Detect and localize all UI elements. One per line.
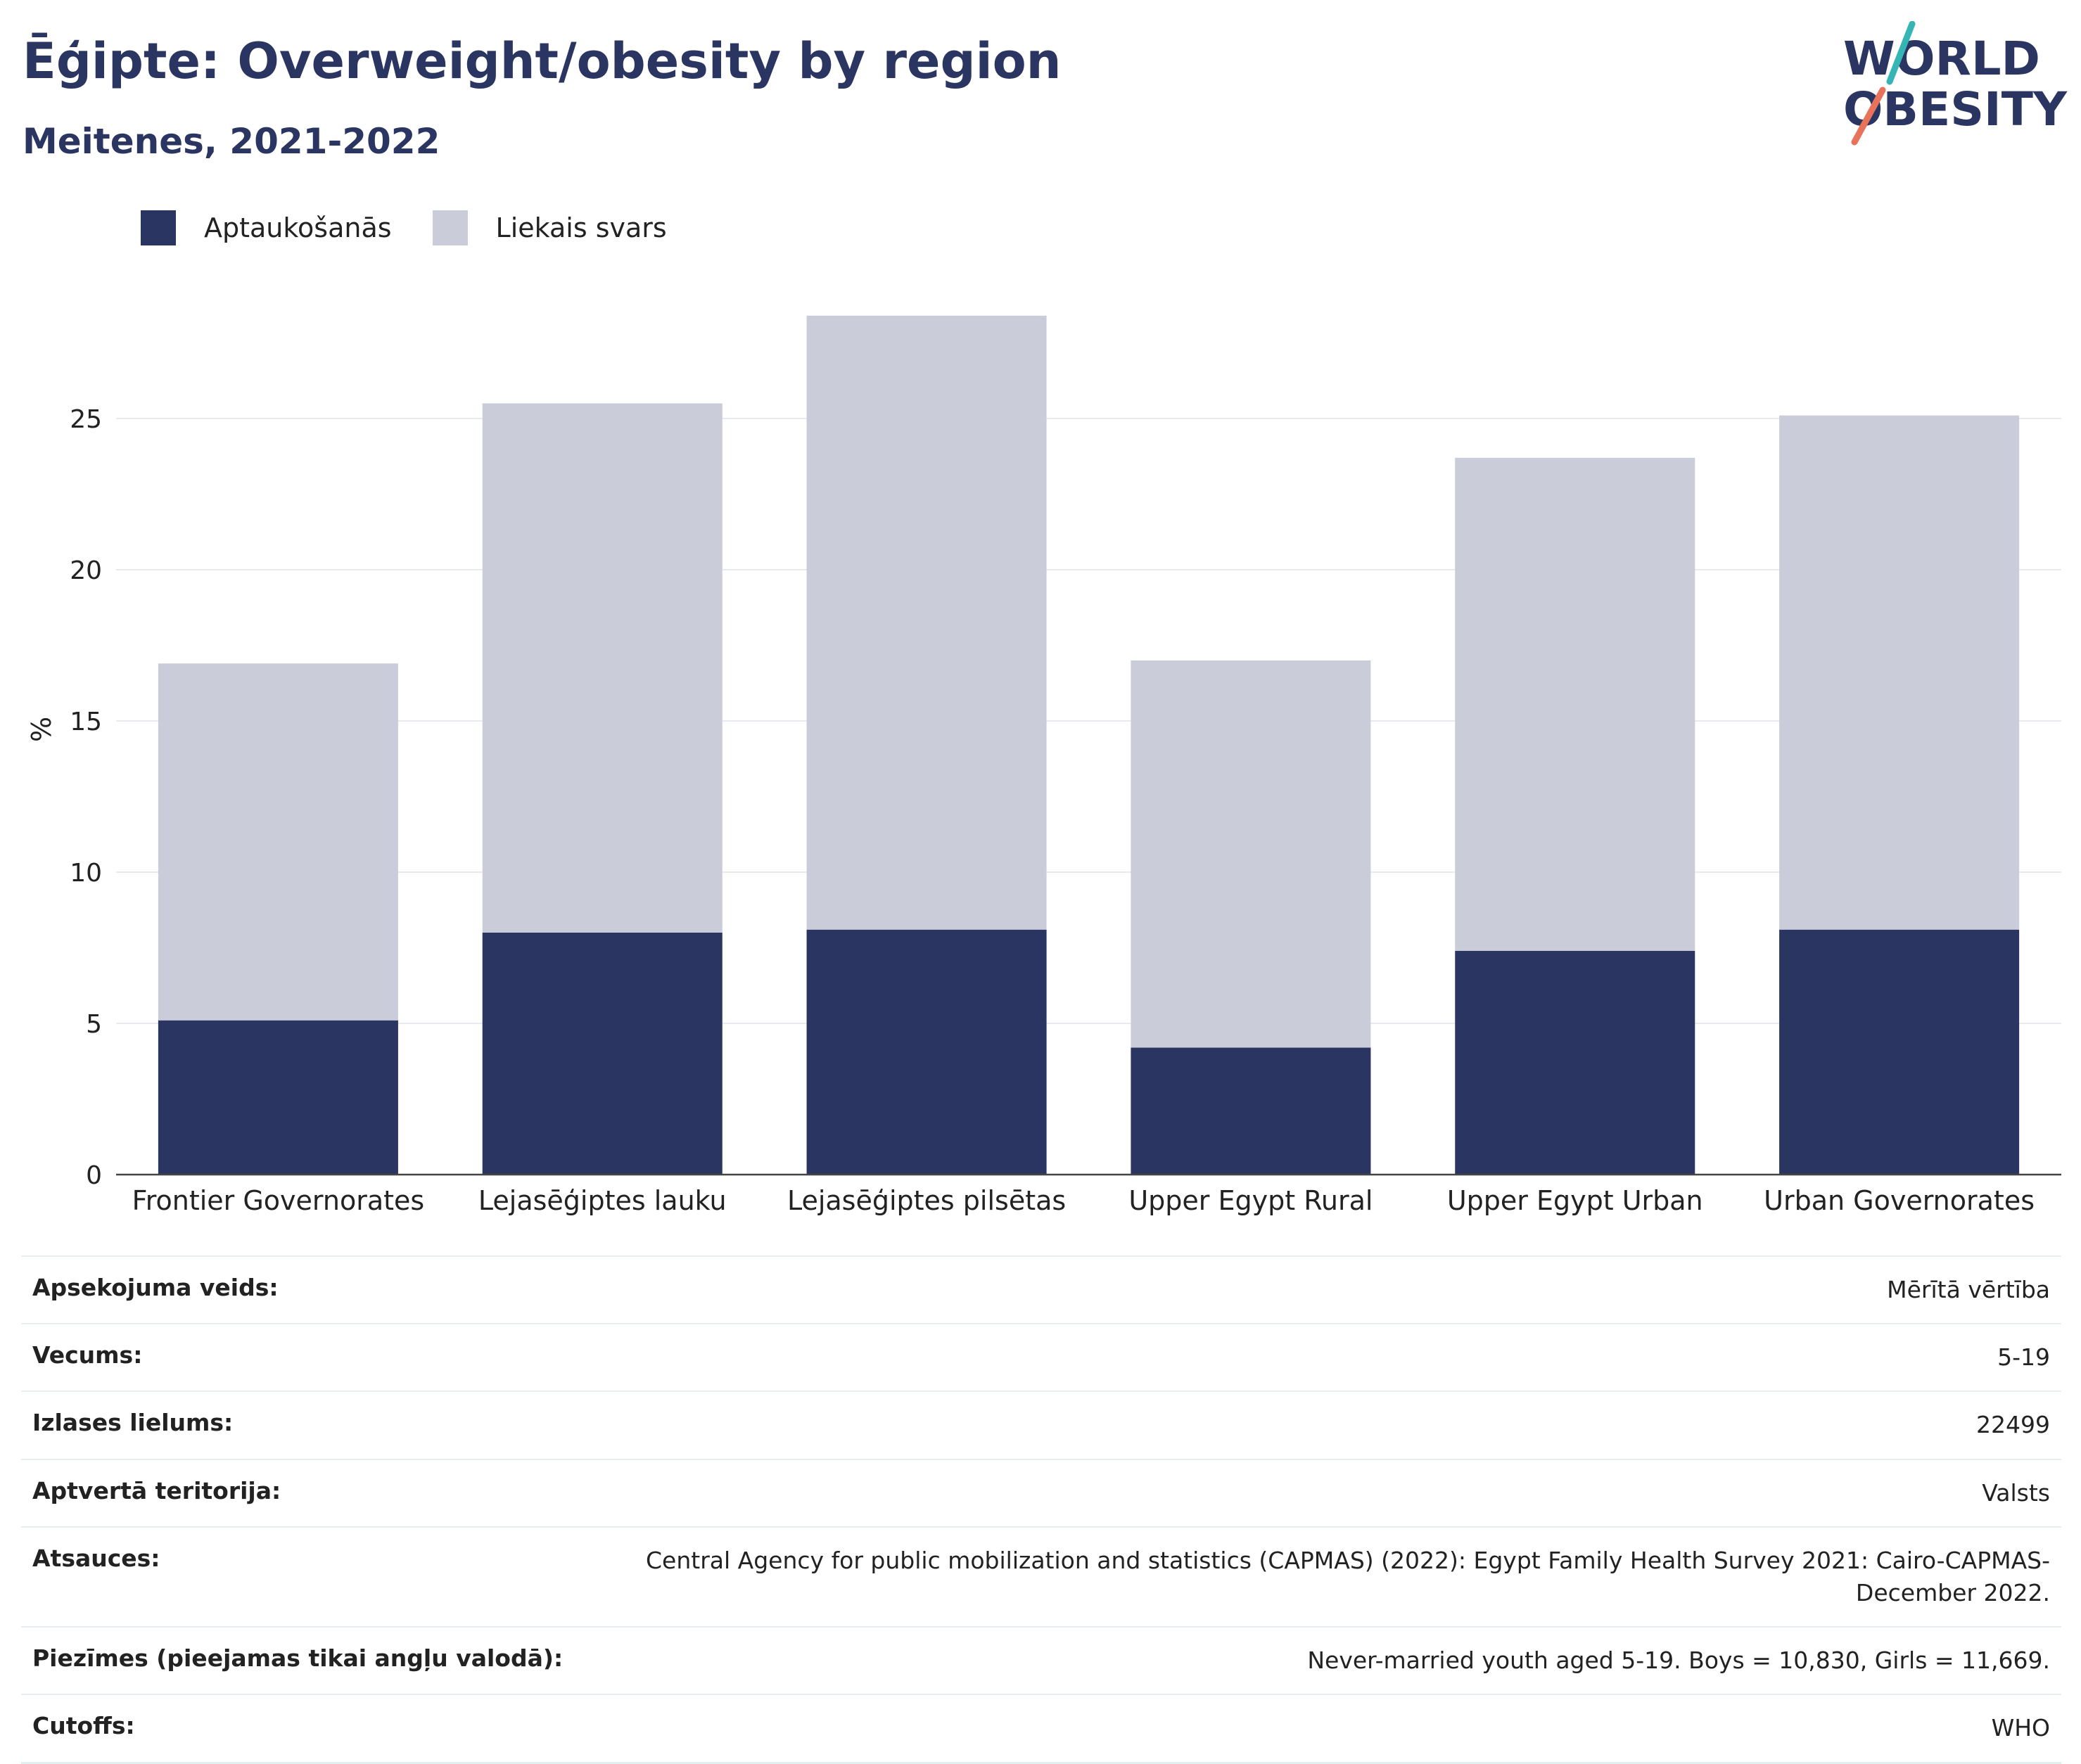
bar-overweight [1779,415,2020,930]
metadata-value: WHO [619,1694,2061,1764]
y-tick-label: 15 [70,708,102,736]
bar-obesity [158,1020,398,1175]
x-tick-label: Lejasēģiptes pilsētas [787,1185,1066,1216]
metadata-value: 5-19 [619,1323,2061,1392]
chart-subtitle: Meitenes, 2021-2022 [23,121,440,162]
bar-obesity [806,929,1047,1175]
logo-slash-coral [1851,87,1886,146]
metadata-key: Vecums: [21,1323,620,1392]
metadata-row: Atsauces: Central Agency for public mobil… [21,1526,2061,1628]
legend-label-obesity: Aptaukošanās [204,212,392,243]
metadata-table: Apsekojuma veids: Mērītā vērtība Vecums: 5-… [21,1255,2061,1764]
x-tick-label: Frontier Governorates [132,1185,425,1216]
x-tick-label: Upper Egypt Rural [1128,1185,1373,1216]
metadata-value: Mērītā vērtība [619,1255,2061,1324]
legend-label-overweight: Liekais svars [495,212,667,243]
legend-item-obesity[interactable]: Aptaukošanās [141,210,392,245]
bar-obesity [482,933,723,1175]
metadata-key: Cutoffs: [21,1694,620,1764]
metadata-row: Piezīmes (pieejamas tikai angļu valodā):… [21,1626,2061,1695]
metadata-value: Valsts [619,1458,2061,1527]
x-tick-label: Urban Governorates [1764,1185,2035,1216]
metadata-value: 22499 [619,1391,2061,1459]
metadata-key: Izlases lielums: [21,1391,620,1459]
metadata-row: Izlases lielums: 22499 [21,1391,2061,1459]
bar-obesity [1131,1047,1371,1175]
metadata-value: Never-married youth aged 5-19. Boys = 10… [619,1626,2061,1695]
bar-overweight [158,663,398,1021]
y-tick-label: 10 [70,859,102,888]
legend: Aptaukošanās Liekais svars [141,208,708,248]
metadata-row: Cutoffs: WHO [21,1694,2061,1764]
world-obesity-logo: WORLD OBESITY [1843,21,2068,146]
metadata-row: Aptvertā teritorija: Valsts [21,1458,2061,1527]
x-tick-label: Lejasēģiptes lauku [478,1185,727,1216]
y-tick-label: 5 [86,1010,102,1039]
bar-overweight [1455,457,1695,951]
logo-line-2: OBESITY [1843,82,2068,136]
logo-line-1: WORLD [1843,32,2040,86]
metadata-key: Piezīmes (pieejamas tikai angļu valodā): [21,1626,620,1695]
x-tick-label: Upper Egypt Urban [1447,1185,1703,1216]
logo-slash-teal [1886,21,1916,85]
bar-overweight [806,315,1047,930]
metadata-key: Atsauces: [21,1526,620,1628]
legend-item-overweight[interactable]: Liekais svars [432,210,667,245]
metadata-key: Aptvertā teritorija: [21,1458,620,1527]
metadata-value: Central Agency for public mobilization a… [619,1526,2061,1628]
bar-chart: 0 5 10 15 20 25% Frontier Governorates Lejasēģi… [26,315,2061,1216]
y-axis-label: % [26,717,57,742]
bar-overweight [482,403,723,933]
legend-swatch-obesity [141,210,176,245]
y-tick-label: 25 [70,405,102,434]
y-tick-label: 0 [86,1161,102,1190]
metadata-row: Apsekojuma veids: Mērītā vērtība [21,1255,2061,1324]
legend-swatch-overweight [432,210,468,245]
bar-obesity [1455,950,1695,1175]
bar-obesity [1779,929,2020,1175]
y-tick-label: 20 [70,556,102,585]
metadata-row: Vecums: 5-19 [21,1323,2061,1392]
chart-title: Ēģipte: Overweight/obesity by region [23,32,1062,90]
bar-overweight [1131,660,1371,1048]
metadata-key: Apsekojuma veids: [21,1255,620,1324]
